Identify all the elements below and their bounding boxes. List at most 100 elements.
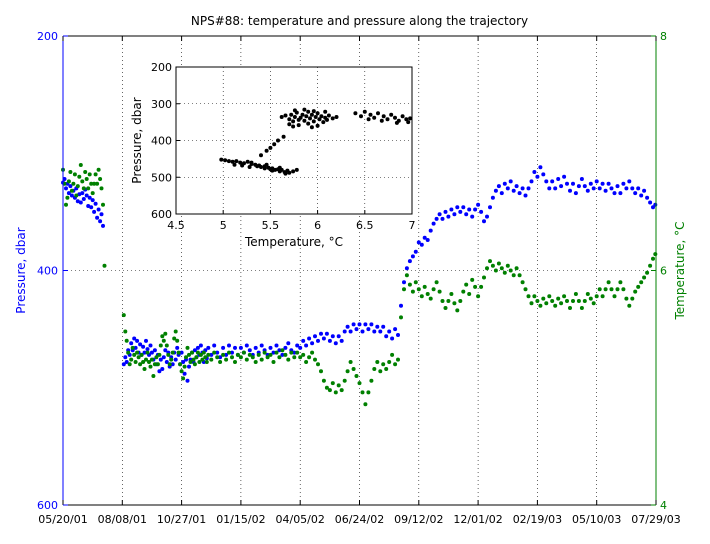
pressure-point [173, 357, 178, 362]
temperature-point [416, 287, 421, 292]
inset-point [321, 120, 326, 125]
pressure-point [387, 329, 392, 334]
inset-point [308, 116, 312, 121]
pressure-point [547, 186, 552, 191]
temperature-point [66, 179, 71, 184]
inset-point [249, 160, 254, 165]
pressure-point [591, 186, 596, 191]
pressure-point [145, 347, 150, 352]
pressure-point [550, 179, 555, 184]
x-tick-label: 08/08/01 [98, 513, 147, 526]
pressure-point [526, 186, 531, 191]
pressure-point [612, 191, 617, 196]
temperature-point [559, 301, 564, 306]
inset-point [306, 121, 311, 126]
pressure-point [345, 324, 350, 329]
temperature-point [476, 294, 481, 299]
temperature-point [179, 369, 184, 374]
pressure-point [399, 303, 403, 308]
temperature-point [387, 360, 392, 364]
pressure-point [330, 334, 335, 339]
pressure-point [535, 174, 540, 179]
pressure-point [292, 350, 297, 355]
inset-point [294, 167, 299, 172]
temperature-point [172, 336, 177, 341]
temperature-point [437, 289, 442, 294]
pressure-point [621, 181, 626, 186]
temperature-point [541, 296, 546, 301]
temperature-point [431, 287, 436, 292]
inset-point [277, 165, 282, 170]
temperature-point [163, 331, 168, 336]
temperature-point [618, 280, 623, 285]
temperature-point [75, 184, 80, 189]
temperature-point [490, 263, 495, 268]
pressure-point [316, 338, 320, 343]
pressure-point [428, 228, 433, 233]
temperature-point [157, 352, 162, 357]
pressure-point [81, 197, 86, 201]
inset-y-tick-label: 200 [151, 61, 172, 74]
temperature-point [493, 268, 498, 273]
temperature-point [321, 378, 326, 383]
pressure-point [488, 205, 492, 210]
pressure-point [520, 186, 525, 191]
pressure-point [283, 345, 288, 350]
pressure-point [437, 212, 442, 217]
pressure-point [69, 193, 74, 198]
temperature-point [86, 186, 91, 191]
pressure-point [455, 205, 460, 210]
temperature-point [591, 301, 596, 306]
temperature-point [277, 355, 282, 360]
pressure-point [452, 212, 457, 217]
pressure-point [499, 191, 504, 196]
inset-point [366, 117, 371, 122]
pressure-point [588, 181, 593, 186]
inset-point [311, 109, 316, 114]
pressure-point [458, 209, 463, 214]
temperature-point [452, 301, 457, 306]
pressure-point [230, 350, 234, 355]
pressure-point [351, 322, 356, 327]
pressure-point [624, 186, 629, 191]
pressure-point [568, 188, 572, 193]
pressure-point [606, 181, 611, 186]
pressure-point [185, 378, 190, 383]
temperature-point [526, 294, 531, 299]
temperature-point [301, 352, 306, 357]
pressure-point [600, 181, 605, 186]
pressure-point [402, 280, 406, 285]
y-left-axis-label: Pressure, dbar [14, 227, 28, 313]
temperature-point [327, 388, 332, 393]
temperature-point [517, 273, 522, 278]
inset-point [232, 162, 237, 167]
pressure-point [327, 338, 332, 343]
inset-y-axis-label: Pressure, dbar [130, 97, 144, 183]
y-right-tick-label: 4 [660, 499, 667, 512]
pressure-point [129, 341, 134, 346]
temperature-point [499, 266, 504, 271]
inset-point [368, 112, 373, 117]
temperature-point [221, 352, 226, 357]
pressure-point [298, 345, 303, 350]
inset-point [292, 115, 297, 119]
pressure-point [324, 331, 329, 336]
temperature-point [133, 360, 138, 364]
pressure-point [206, 345, 211, 350]
temperature-point [265, 355, 270, 360]
pressure-point [209, 352, 214, 357]
temperature-point [247, 352, 252, 357]
inset-point [317, 117, 322, 122]
temperature-point [176, 350, 181, 355]
pressure-point [96, 207, 101, 212]
temperature-point [151, 374, 156, 378]
pressure-point [336, 334, 341, 339]
pressure-point [482, 219, 486, 224]
y-left-tick-label: 400 [37, 265, 58, 278]
temperature-point [123, 329, 128, 334]
pressure-point [425, 238, 430, 242]
temperature-point [78, 163, 83, 167]
temperature-point [95, 181, 100, 186]
temperature-point [198, 352, 203, 357]
